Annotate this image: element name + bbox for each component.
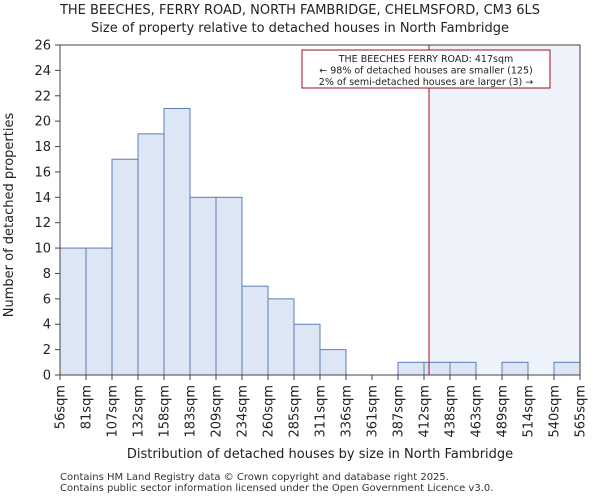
x-tick-label: 489sqm [496,385,511,438]
y-tick-label: 4 [43,318,51,333]
y-tick-label: 24 [34,64,51,79]
chart-title-block: THE BEECHES, FERRY ROAD, NORTH FAMBRIDGE… [0,2,600,38]
x-tick-label: 158sqm [158,385,173,438]
y-tick-label: 18 [34,140,51,155]
bar [319,349,347,376]
bar [501,361,529,376]
x-tick-label: 438sqm [444,385,459,438]
y-tick-label: 10 [34,242,51,257]
x-tick-label: 311sqm [314,385,329,438]
bar [449,361,477,376]
bar [59,247,87,376]
highlight-region [429,45,580,375]
y-tick-label: 20 [34,115,51,130]
footer: Contains HM Land Registry data © Crown c… [60,472,493,494]
footer-copyright: Contains HM Land Registry data © Crown c… [60,472,449,483]
x-axis: 56sqm 81sqm 107sqm 132sqm 158sqm 183sqm 209sqm… [54,375,589,438]
annotation-line: THE BEECHES FERRY ROAD: 417sqm [338,54,514,65]
annotation-line: ← 98% of detached houses are smaller (12… [319,66,532,77]
x-axis-label: Distribution of detached houses by size … [127,447,513,462]
bar [111,158,139,376]
y-tick-label: 22 [34,89,51,104]
bar [241,285,269,376]
bar [215,196,243,376]
x-tick-label: 336sqm [340,385,355,438]
x-tick-label: 463sqm [470,385,485,438]
footer-licence: Contains public sector information licen… [60,483,494,494]
bar [85,247,113,376]
bar [293,323,321,376]
y-tick-label: 16 [34,165,51,180]
chart-subtitle: Size of property relative to detached ho… [91,21,509,36]
bar [423,361,451,376]
x-tick-label: 234sqm [236,385,251,438]
x-tick-label: 540sqm [548,385,563,438]
x-tick-label: 565sqm [574,385,589,438]
bar [397,361,425,376]
bar [553,361,581,376]
bar [189,196,217,376]
y-tick-label: 26 [34,39,51,54]
x-tick-label: 285sqm [288,385,303,438]
bar [267,298,295,376]
annotation-line: 2% of semi-detached houses are larger (3… [319,77,533,88]
bars [59,107,581,376]
x-tick-label: 260sqm [262,385,277,438]
x-tick-label: 132sqm [132,385,147,438]
x-tick-label: 107sqm [106,385,121,438]
y-tick-label: 14 [34,191,51,206]
x-tick-label: 361sqm [366,385,381,438]
y-tick-label: 8 [43,267,51,282]
y-tick-label: 6 [43,292,51,307]
annotation-box: THE BEECHES FERRY ROAD: 417sqm← 98% of d… [301,49,551,89]
chart-title: THE BEECHES, FERRY ROAD, NORTH FAMBRIDGE… [59,3,541,18]
highlight-rect [429,45,580,375]
y-tick-label: 12 [34,216,51,231]
x-tick-label: 209sqm [210,385,225,438]
x-tick-label: 387sqm [392,385,407,438]
bar [137,133,165,376]
bar [163,107,191,376]
y-tick-label: 0 [43,369,51,384]
x-tick-label: 412sqm [418,385,433,438]
x-tick-label: 514sqm [522,385,537,438]
y-tick-label: 2 [43,343,51,358]
x-tick-label: 56sqm [54,385,69,429]
x-tick-label: 81sqm [80,385,95,429]
x-tick-label: 183sqm [184,385,199,438]
annotation-frame [301,49,551,89]
y-axis-label: Number of detached properties [2,113,17,318]
